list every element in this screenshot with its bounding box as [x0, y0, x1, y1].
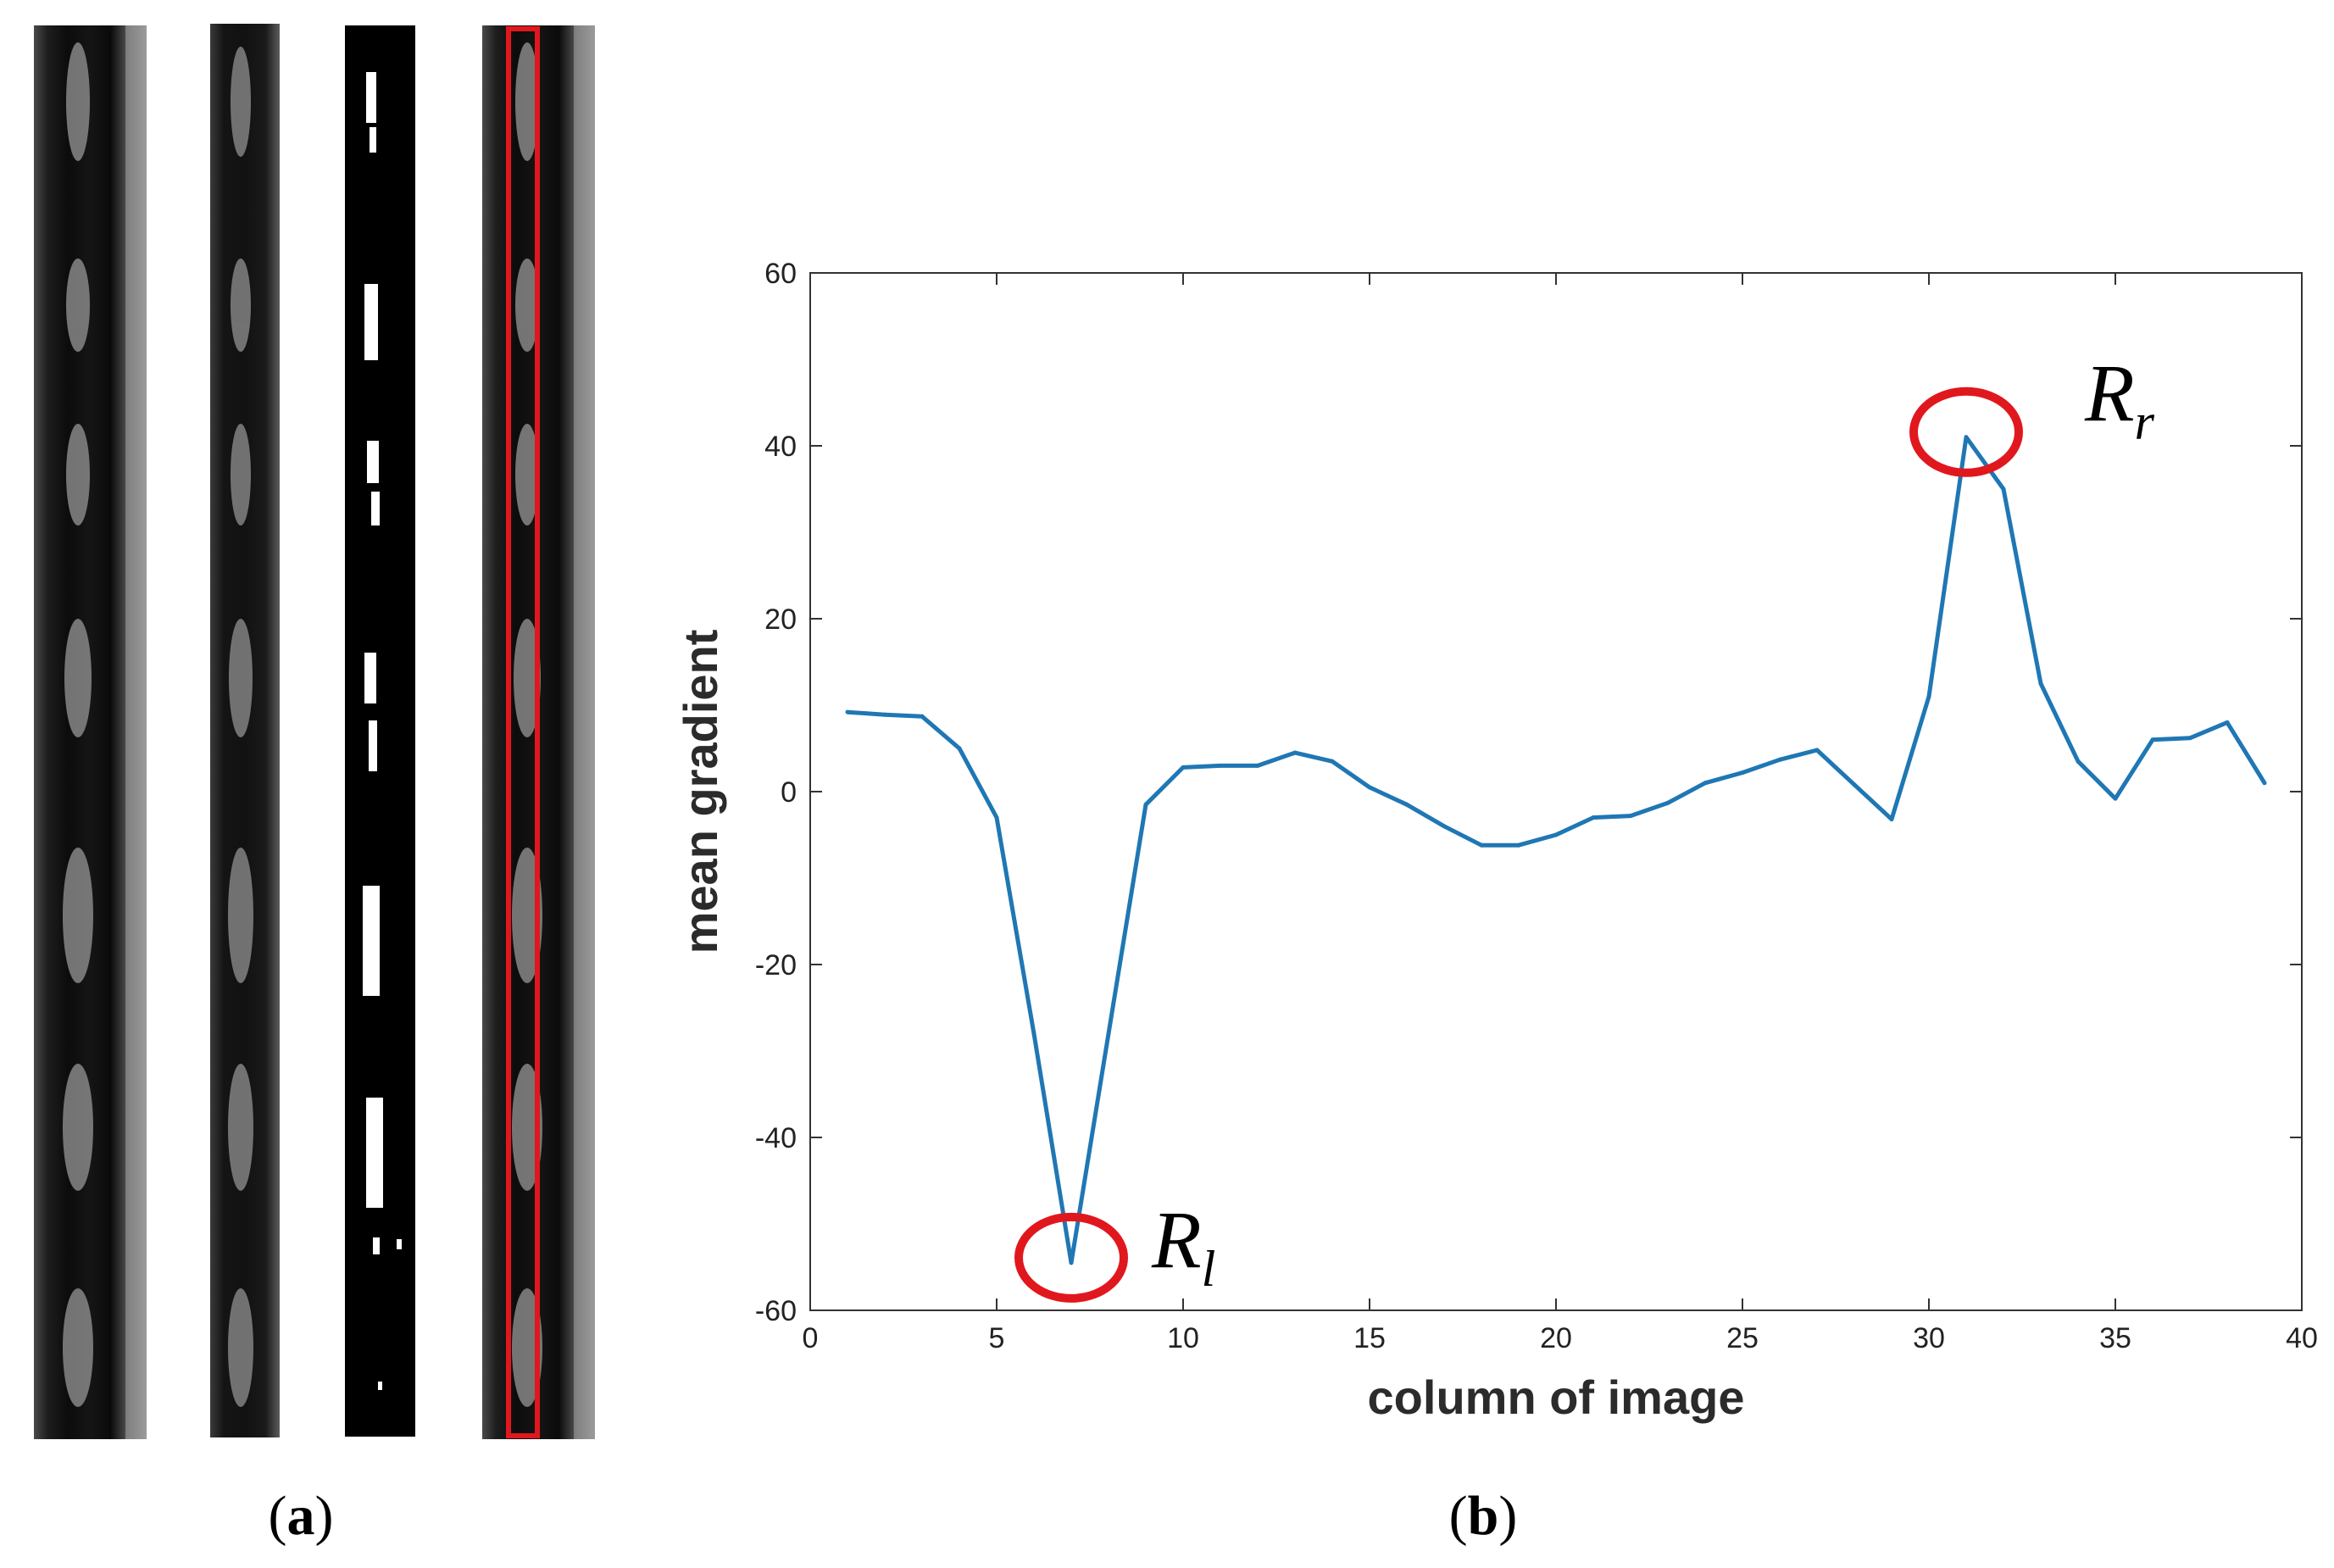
data-point — [1479, 842, 1484, 848]
y-tick-label: -60 — [755, 1295, 797, 1327]
extremum-marker-circle — [1909, 386, 2023, 477]
x-axis-ticks — [809, 273, 2303, 1310]
data-point — [1553, 832, 1559, 837]
data-point — [1069, 1260, 1074, 1265]
data-point — [1926, 694, 1931, 699]
x-tick-label: 30 — [1913, 1322, 1945, 1354]
x-tick-label: 10 — [1167, 1322, 1199, 1354]
image-strip-highlighted — [482, 25, 595, 1439]
data-point — [1367, 785, 1372, 790]
data-point — [2225, 720, 2230, 725]
x-tick-label: 35 — [2099, 1322, 2131, 1354]
data-point — [1292, 750, 1298, 755]
data-point — [1591, 815, 1596, 820]
data-point — [1106, 1031, 1111, 1037]
data-point — [1665, 800, 1670, 805]
y-axis-ticks — [810, 272, 2302, 1311]
data-point — [1703, 781, 1708, 786]
extremum-label: Rl — [1151, 1194, 1215, 1297]
data-point — [957, 746, 962, 751]
data-point — [1404, 802, 1409, 807]
data-point — [1516, 842, 1521, 848]
data-point — [1740, 770, 1745, 776]
data-point — [1442, 824, 1447, 829]
annotation-layer: Rl Rr — [1014, 348, 2155, 1303]
x-tick-label: 25 — [1726, 1322, 1759, 1354]
data-point — [1628, 814, 1633, 819]
image-strip-original — [34, 25, 147, 1439]
data-point — [1031, 1031, 1036, 1037]
y-axis-title: mean gradient — [674, 630, 727, 954]
panel-b-label: (b) — [1449, 1485, 1518, 1547]
data-point — [1181, 765, 1186, 770]
data-point — [845, 709, 850, 714]
data-point — [2001, 487, 2006, 492]
data-point — [2038, 681, 2043, 686]
extremum-marker-circle — [1014, 1212, 1128, 1303]
x-tick-label: 15 — [1353, 1322, 1386, 1354]
data-point — [1255, 763, 1260, 768]
data-point — [882, 712, 887, 717]
y-tick-label: 20 — [764, 603, 797, 636]
data-point — [1218, 763, 1223, 768]
extremum-label: Rr — [2084, 348, 2155, 450]
image-strip-binary — [345, 25, 415, 1437]
y-tick-label: 60 — [764, 258, 797, 290]
data-point — [1814, 748, 1820, 753]
data-point — [2150, 737, 2155, 742]
x-tick-label: 5 — [989, 1322, 1005, 1354]
data-point — [2187, 736, 2192, 741]
x-tick-label: 40 — [2286, 1322, 2318, 1354]
x-tick-label: 0 — [803, 1322, 819, 1354]
plot-area-frame — [809, 272, 2303, 1311]
y-tick-label: -40 — [755, 1122, 797, 1154]
series-layer — [845, 435, 2267, 1265]
x-axis-title: column of image — [1368, 1371, 1745, 1424]
data-point — [920, 714, 925, 719]
data-point — [1143, 802, 1148, 807]
panel-b-chart: 0 5 10 15 20 25 30 35 40 -60 -40 -20 0 20 40 60 Rl Rr c… — [674, 258, 2318, 1547]
panel-a-images: (a) — [34, 24, 595, 1547]
data-point — [1889, 817, 1894, 822]
image-strip-filtered — [210, 24, 280, 1437]
y-tick-label: 40 — [764, 431, 797, 463]
data-point — [1964, 435, 1969, 440]
data-point — [2262, 781, 2267, 786]
data-point — [1330, 759, 1335, 764]
y-axis-tick-labels: -60 -40 -20 0 20 40 60 — [755, 258, 797, 1327]
x-tick-label: 20 — [1540, 1322, 1572, 1354]
y-tick-label: -20 — [755, 949, 797, 981]
y-tick-label: 0 — [781, 776, 797, 809]
data-point — [994, 815, 999, 820]
region-highlight-box — [506, 26, 540, 1438]
panel-a-label: (a) — [269, 1485, 334, 1547]
x-axis-tick-labels: 0 5 10 15 20 25 30 35 40 — [803, 1322, 2318, 1354]
data-point — [2113, 796, 2118, 801]
data-point — [1777, 757, 1782, 762]
data-point — [2076, 759, 2081, 764]
series-line — [847, 435, 2267, 1265]
data-point — [1852, 782, 1857, 787]
